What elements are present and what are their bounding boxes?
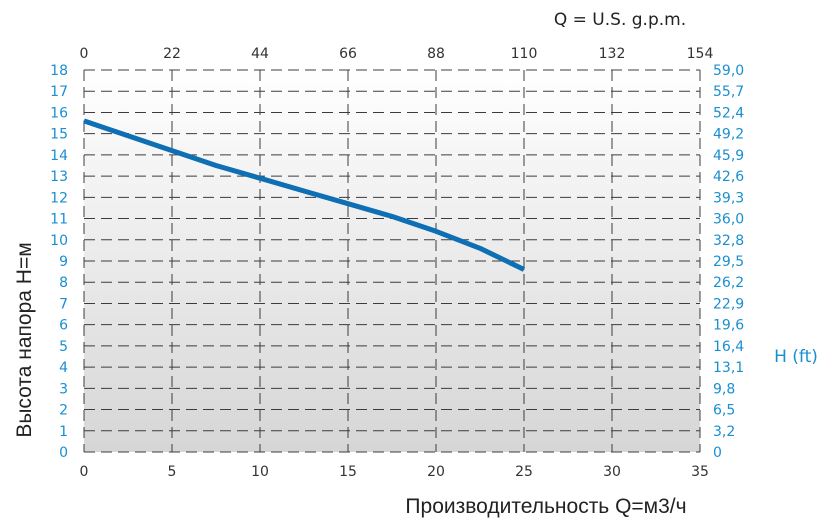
data-point <box>303 190 305 192</box>
right-tick-label: 49,2 <box>713 127 744 143</box>
data-point <box>215 165 217 166</box>
right-tick-label: 19,6 <box>713 318 744 334</box>
left-tick-label: 8 <box>59 275 68 291</box>
left-tick-label: 10 <box>50 233 68 249</box>
top-tick-label: 132 <box>599 46 626 62</box>
data-point <box>479 247 481 249</box>
bottom-tick-label: 20 <box>427 464 445 480</box>
left-tick-label: 9 <box>59 254 68 270</box>
grid-vertical <box>83 70 701 452</box>
right-tick-label: 22,9 <box>713 296 744 312</box>
bottom-tick-label: 30 <box>603 464 621 480</box>
left-tick-label: 18 <box>50 63 68 79</box>
left-tick-label: 16 <box>50 105 68 121</box>
bottom-tick-label: 15 <box>339 464 357 480</box>
series-group <box>83 118 526 272</box>
data-point <box>347 203 349 205</box>
right-tick-label: 55,7 <box>713 84 744 100</box>
left-tick-label: 13 <box>50 169 68 185</box>
right-tick-label: 52,4 <box>713 105 744 121</box>
right-axis-ticks: 0 3,2 6,5 9,8 13,1 16,4 19,6 22,9 26,2 29,5 32,8 36… <box>713 63 744 461</box>
left-tick-label: 2 <box>59 403 68 419</box>
data-point <box>391 215 393 217</box>
right-tick-label: 3,2 <box>713 424 735 440</box>
right-tick-label: 45,9 <box>713 148 744 164</box>
top-axis-label: Q = U.S. g.p.m. <box>554 10 686 30</box>
left-tick-label: 7 <box>59 296 68 312</box>
right-tick-label: 9,8 <box>713 381 735 397</box>
top-tick-label: 66 <box>339 46 357 62</box>
top-tick-label: 0 <box>80 46 89 62</box>
left-tick-label: 1 <box>59 424 68 440</box>
bottom-tick-label: 5 <box>168 464 177 480</box>
right-tick-label: 36,0 <box>713 212 744 228</box>
left-tick-label: 14 <box>50 148 68 164</box>
top-tick-label: 110 <box>511 46 538 62</box>
right-tick-label: 0 <box>713 445 722 461</box>
top-tick-label: 154 <box>687 46 714 62</box>
right-tick-label: 16,4 <box>713 339 744 355</box>
right-tick-label: 13,1 <box>713 360 744 376</box>
top-tick-label: 22 <box>163 46 181 62</box>
bottom-axis-label: Производительность Q=м3/ч <box>405 495 686 518</box>
right-tick-label: 29,5 <box>713 254 744 270</box>
left-tick-label: 5 <box>59 339 68 355</box>
top-tick-label: 88 <box>427 46 445 62</box>
left-tick-label: 0 <box>59 445 68 461</box>
left-tick-label: 17 <box>50 84 68 100</box>
right-tick-label: 42,6 <box>713 169 744 185</box>
right-tick-label: 26,2 <box>713 275 744 291</box>
right-tick-label: 6,5 <box>713 403 735 419</box>
grid-horizontal <box>84 69 700 453</box>
left-tick-label: 4 <box>59 360 68 376</box>
left-tick-label: 6 <box>59 318 68 334</box>
top-tick-label: 44 <box>251 46 269 62</box>
left-tick-label: 3 <box>59 381 68 397</box>
data-point <box>83 120 85 122</box>
right-axis-label: H (ft) <box>774 347 818 367</box>
right-tick-label: 39,3 <box>713 190 744 206</box>
data-point <box>127 135 129 137</box>
data-point <box>259 177 261 179</box>
left-tick-label: 11 <box>50 212 68 228</box>
left-tick-label: 15 <box>50 127 68 143</box>
bottom-tick-label: 25 <box>515 464 533 480</box>
right-tick-label: 32,8 <box>713 233 744 249</box>
right-tick-label: 59,0 <box>713 63 744 79</box>
data-point <box>435 230 437 232</box>
top-axis-ticks: 0 22 44 66 88 110 132 154 <box>80 46 714 62</box>
data-point <box>171 150 173 152</box>
bottom-tick-label: 10 <box>251 464 269 480</box>
left-tick-label: 12 <box>50 190 68 206</box>
left-axis-label: Высота напора H=м <box>13 242 36 437</box>
data-point <box>523 269 525 270</box>
bottom-axis-ticks: 0 5 10 15 20 25 30 35 <box>80 464 709 480</box>
bottom-tick-label: 0 <box>80 464 89 480</box>
bottom-tick-label: 35 <box>691 464 709 480</box>
